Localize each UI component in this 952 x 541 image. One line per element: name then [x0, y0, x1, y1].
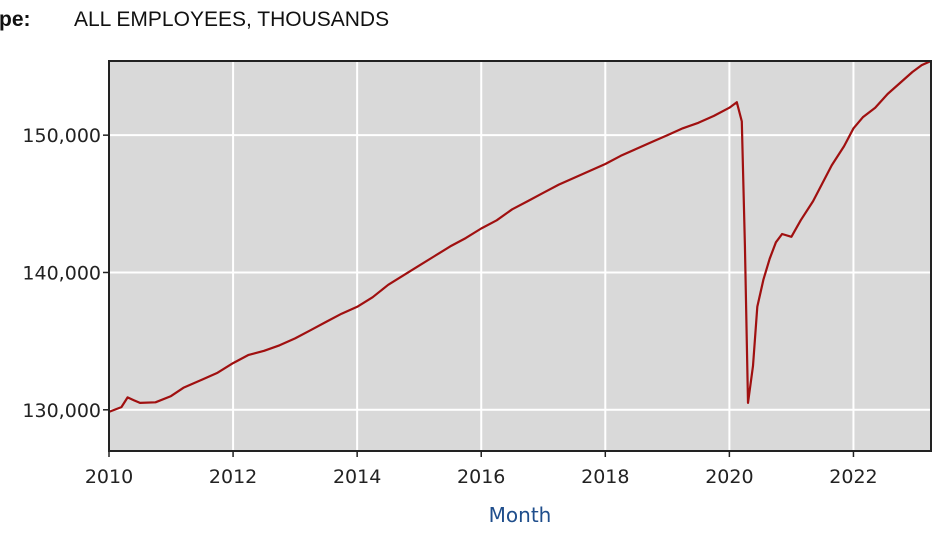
gridlines [109, 61, 931, 451]
x-axis: 2010 2012 2014 2016 2018 2020 2022 [85, 451, 878, 488]
plot-frame [108, 60, 932, 452]
x-tick-label: 2014 [333, 466, 381, 488]
plot-area [109, 61, 931, 451]
series-header: pe: ALL EMPLOYEES, THOUSANDS [0, 6, 952, 36]
y-tick-label: 130,000 [22, 400, 101, 422]
series-line [108, 59, 932, 413]
series-type-label: pe: [0, 8, 31, 31]
series-group [108, 59, 932, 413]
x-tick-label: 2018 [581, 466, 629, 488]
x-axis-title: Month [489, 503, 552, 527]
y-axis: 130,000 140,000 150,000 [22, 125, 109, 422]
y-tick-label: 150,000 [22, 125, 101, 147]
x-tick-label: 2010 [85, 466, 133, 488]
x-tick-label: 2020 [705, 466, 753, 488]
series-type-value: ALL EMPLOYEES, THOUSANDS [74, 8, 390, 31]
y-tick-label: 140,000 [22, 262, 101, 284]
x-tick-label: 2016 [457, 466, 505, 488]
x-tick-label: 2012 [209, 466, 257, 488]
x-tick-label: 2022 [829, 466, 877, 488]
